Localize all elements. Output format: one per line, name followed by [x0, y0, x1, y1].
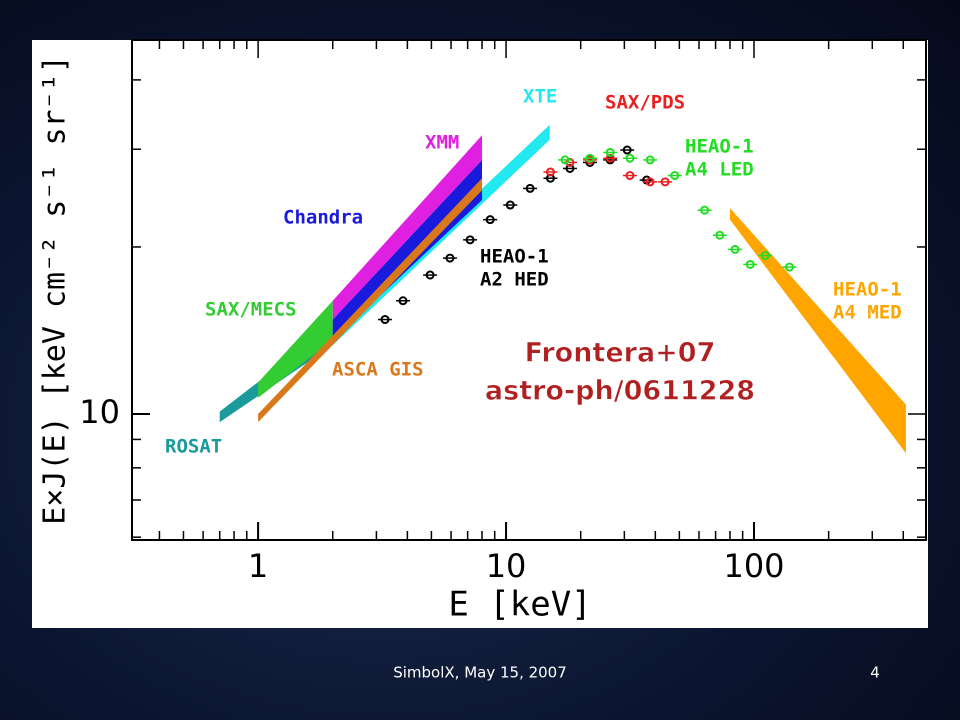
data-point	[625, 153, 635, 163]
data-point	[645, 177, 655, 187]
data-point	[545, 167, 555, 177]
plot: 1 10 100 10 ROSAT SAX/MECS XTE Chandra XMM ASCA G…	[79, 40, 926, 585]
footer-text: SimbolX, May 15, 2007	[393, 664, 567, 682]
instrument-label: HEAO-1	[480, 246, 549, 268]
instrument-label: Chandra	[283, 207, 363, 229]
y-tick-label: 10	[79, 393, 120, 431]
data-point	[425, 270, 435, 280]
instrument-label: HEAO-1	[685, 136, 754, 158]
data-point	[730, 244, 740, 254]
plot-frame	[131, 39, 927, 541]
data-point	[700, 205, 710, 215]
instrument-label: A4 LED	[685, 159, 754, 181]
data-point	[645, 155, 655, 165]
annotation: Frontera+07	[525, 338, 716, 369]
y-axis-label: E×J(E) [keV cm⁻² s⁻¹ sr⁻¹]	[38, 55, 73, 525]
x-tick-label: 10	[486, 547, 527, 585]
instrument-band	[332, 159, 483, 340]
data-point	[465, 235, 475, 245]
data-point	[760, 251, 770, 261]
instrument-label: HEAO-1	[833, 279, 902, 301]
data-point	[525, 183, 535, 193]
instrument-label: XMM	[425, 132, 459, 154]
instrument-band	[729, 208, 906, 454]
x-tick-label: 100	[723, 547, 784, 585]
annotation: astro-ph/0611228	[485, 376, 755, 407]
data-point	[660, 177, 670, 187]
data-point	[622, 145, 632, 155]
data-point	[625, 171, 635, 181]
data-point	[445, 253, 455, 263]
data-point	[745, 259, 755, 269]
instrument-band	[332, 135, 483, 320]
data-point	[505, 200, 515, 210]
instrument-label: ASCA GIS	[332, 359, 424, 381]
data-point	[715, 230, 725, 240]
data-point	[485, 215, 495, 225]
instrument-label: SAX/MECS	[205, 299, 297, 321]
page-number: 4	[870, 664, 880, 682]
instrument-label: XTE	[523, 86, 557, 108]
instrument-label: ROSAT	[165, 436, 222, 458]
instrument-band	[258, 178, 483, 423]
instrument-label: A4 MED	[833, 302, 902, 324]
data-point	[380, 315, 390, 325]
data-point	[560, 155, 570, 165]
data-point	[585, 153, 595, 163]
x-tick-label: 1	[248, 547, 268, 585]
instrument-label: A2 HED	[480, 269, 549, 291]
data-point	[784, 262, 794, 272]
instrument-label: SAX/PDS	[605, 92, 685, 114]
data-point	[605, 147, 615, 157]
x-axis-label: E [keV]	[448, 585, 591, 625]
data-point	[605, 153, 615, 163]
instrument-band	[258, 300, 333, 398]
data-point	[670, 171, 680, 181]
data-point	[398, 296, 408, 306]
